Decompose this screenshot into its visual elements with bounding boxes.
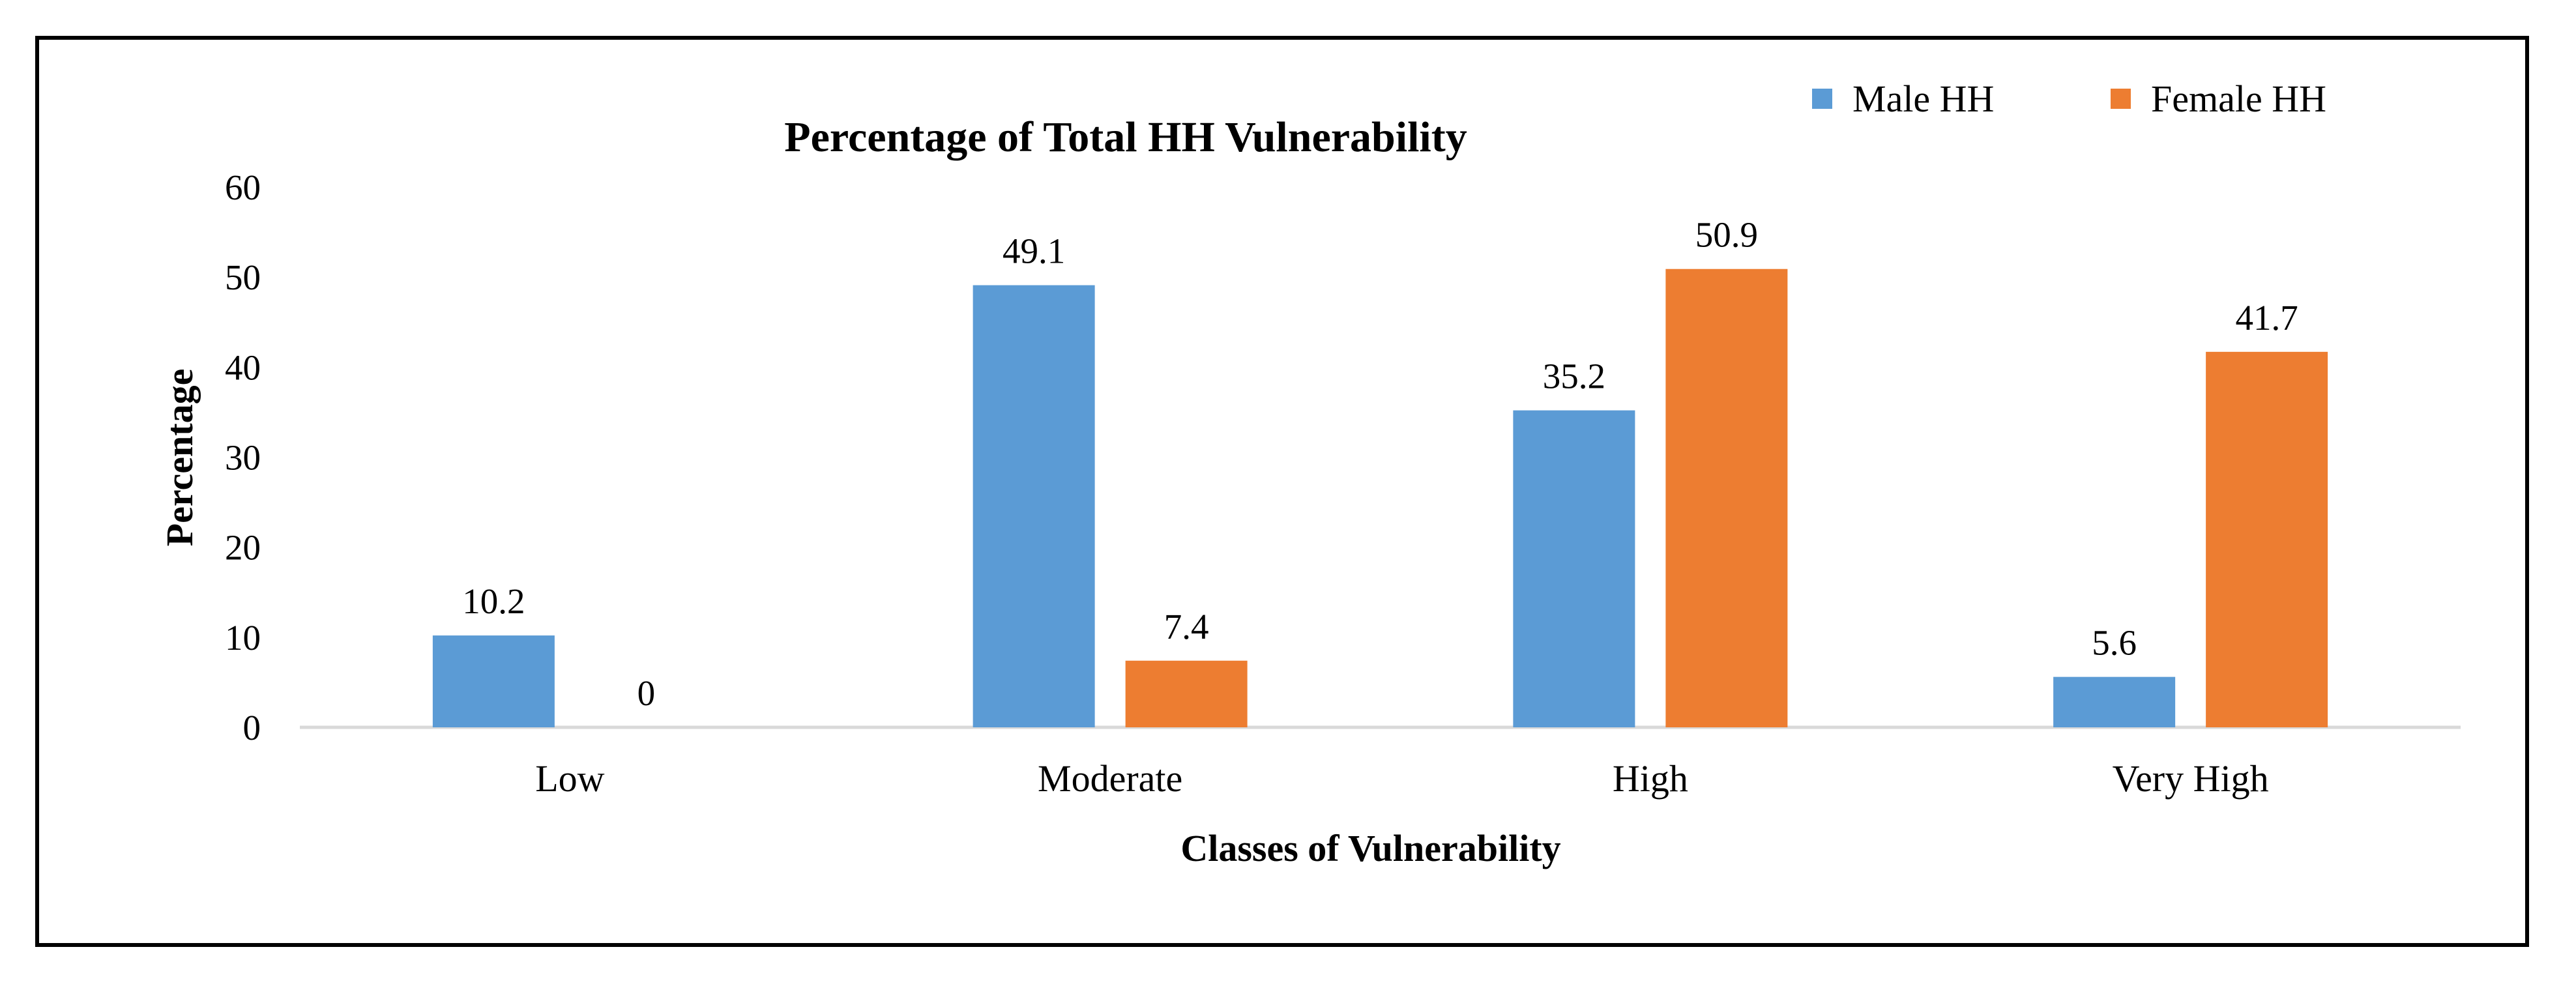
data-label-male-hh-low: 10.2 <box>462 581 525 621</box>
chart-border <box>35 36 2529 947</box>
data-labels: 10.2 0 49.1 7.4 35.2 50.9 5.6 41.7 <box>462 215 2298 713</box>
y-tick-label: 0 <box>243 708 261 748</box>
x-axis: Low Moderate High Very High <box>535 757 2268 800</box>
bar-male-hh-low <box>432 635 555 727</box>
data-label-female-hh-high: 50.9 <box>1695 215 1758 255</box>
bar-female-hh-moderate <box>1125 660 1248 727</box>
y-axis: 0 10 20 30 40 50 60 <box>225 167 261 748</box>
data-label-male-hh-high: 35.2 <box>1543 356 1605 396</box>
legend-swatch-male-hh <box>1812 89 1832 109</box>
bar-male-hh-high <box>1513 410 1635 727</box>
legend-swatch-female-hh <box>2111 89 2131 109</box>
bar-male-hh-very-high <box>2053 676 2176 727</box>
data-label-female-hh-moderate: 7.4 <box>1164 607 1209 647</box>
y-tick-label: 40 <box>225 347 261 387</box>
x-tick-label-very-high: Very High <box>2113 757 2269 800</box>
legend-label-female-hh: Female HH <box>2151 78 2326 120</box>
x-tick-label-low: Low <box>535 757 604 800</box>
bar-female-hh-very-high <box>2206 351 2328 727</box>
y-tick-label: 60 <box>225 167 261 207</box>
data-label-male-hh-very-high: 5.6 <box>2092 623 2137 663</box>
y-tick-label: 30 <box>225 438 261 478</box>
bar-male-hh-moderate <box>973 285 1095 727</box>
y-tick-label: 20 <box>225 528 261 568</box>
data-label-female-hh-very-high: 41.7 <box>2236 298 2298 338</box>
x-tick-label-high: High <box>1613 757 1688 800</box>
y-tick-label: 50 <box>225 257 261 297</box>
y-axis-title: Percentage <box>158 369 201 547</box>
x-tick-label-moderate: Moderate <box>1038 757 1182 800</box>
bar-female-hh-high <box>1665 269 1788 727</box>
chart-title: Percentage of Total HH Vulnerability <box>784 113 1467 161</box>
y-tick-label: 10 <box>225 618 261 658</box>
data-label-male-hh-moderate: 49.1 <box>1003 231 1065 271</box>
data-label-female-hh-low: 0 <box>637 673 656 713</box>
legend-label-male-hh: Male HH <box>1852 78 1994 120</box>
legend: Male HH Female HH <box>1812 78 2326 120</box>
bars <box>432 269 2328 727</box>
x-axis-title: Classes of Vulnerability <box>1180 827 1560 869</box>
